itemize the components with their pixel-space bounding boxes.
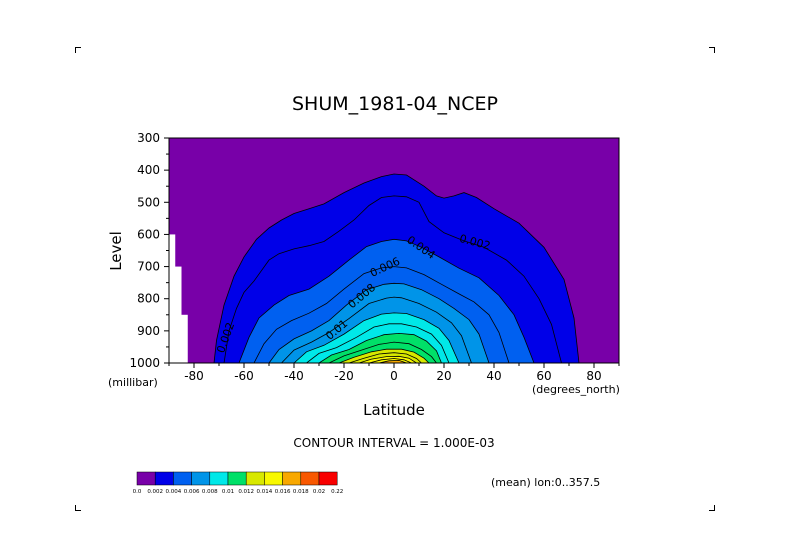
x-tick-label: 0 [390,369,398,383]
x-tick-label: 80 [586,369,601,383]
contour-line [238,238,535,363]
colorbar-label: 0.018 [293,489,309,495]
colorbar-swatch [154,471,174,486]
colorbar-label: 0.22 [331,489,343,495]
x-tick-label: 40 [486,369,501,383]
contour-line [268,282,490,363]
y-tick-label: 900 [137,324,160,338]
x-axis-label: Latitude [363,401,425,419]
colorbar-swatch [209,471,229,486]
y-axis-label: Level [107,231,125,271]
y-tick-label: 300 [137,131,160,145]
colorbar-label: 0.016 [275,489,291,495]
colorbar-label: 0.02 [313,489,325,495]
x-tick-label: -20 [334,369,354,383]
contour-line [253,266,510,363]
x-tick-label: 60 [536,369,551,383]
corner-mark-top-right [709,47,715,53]
contour-line [213,173,580,363]
colorbar-swatch [245,471,265,486]
colorbar: 0.0 0.002 0.004 0.006 0.008 0.01 0.012 0.014 0.0… [133,471,343,495]
chart-title: SHUM_1981-04_NCEP [292,93,498,115]
contour-line [338,348,430,363]
contour-line [223,195,562,363]
y-unit-label: (millibar) [108,376,158,389]
mean-longitude-text: (mean) lon:0..357.5 [491,476,600,489]
corner-marks [75,47,715,511]
colorbar-swatch [136,471,156,486]
colorbar-swatch [191,471,211,486]
y-tick-label: 400 [137,163,160,177]
colorbar-label: 0.0 [133,489,142,495]
corner-mark-top-left [75,47,81,53]
colorbar-swatch [318,471,338,486]
colorbar-label: 0.008 [202,489,218,495]
x-tick-label: 20 [436,369,451,383]
colorbar-swatch [300,471,320,486]
contour-line [318,332,442,363]
corner-mark-bottom-left [75,505,81,511]
contour-interval-text: CONTOUR INTERVAL = 1.000E-03 [293,436,494,450]
colorbar-label: 0.012 [238,489,254,495]
colorbar-label: 0.01 [222,489,234,495]
x-tick-label: -40 [284,369,304,383]
missing-data-region [169,234,188,363]
contour-band [379,360,407,363]
y-tick-label: 600 [137,227,160,241]
contour-line [293,312,460,363]
colorbar-swatch [227,471,247,486]
y-tick-label: 1000 [129,356,160,370]
contour-line [328,341,437,363]
colorbar-label: 0.014 [257,489,273,495]
missing-data-cell [169,314,188,363]
colorbar-label: 0.006 [184,489,200,495]
contour-line [281,296,472,363]
x-tick-label: -60 [234,369,254,383]
colorbar-swatch [282,471,302,486]
colorbar-label: 0.004 [166,489,182,495]
x-unit-label: (degrees_north) [532,383,620,396]
contour-line [306,323,450,363]
contour-line [368,358,412,363]
y-tick-label: 700 [137,260,160,274]
contour-line [378,359,407,363]
contour-line [348,352,422,363]
colorbar-label: 0.002 [147,489,163,495]
plot-area [169,138,619,363]
corner-mark-bottom-right [709,505,715,511]
colorbar-swatch [173,471,192,486]
y-tick-label: 800 [137,292,160,306]
contour-line [358,355,417,363]
x-tick-label: -80 [184,369,204,383]
colorbar-swatch [264,471,283,486]
y-tick-label: 500 [137,195,160,209]
